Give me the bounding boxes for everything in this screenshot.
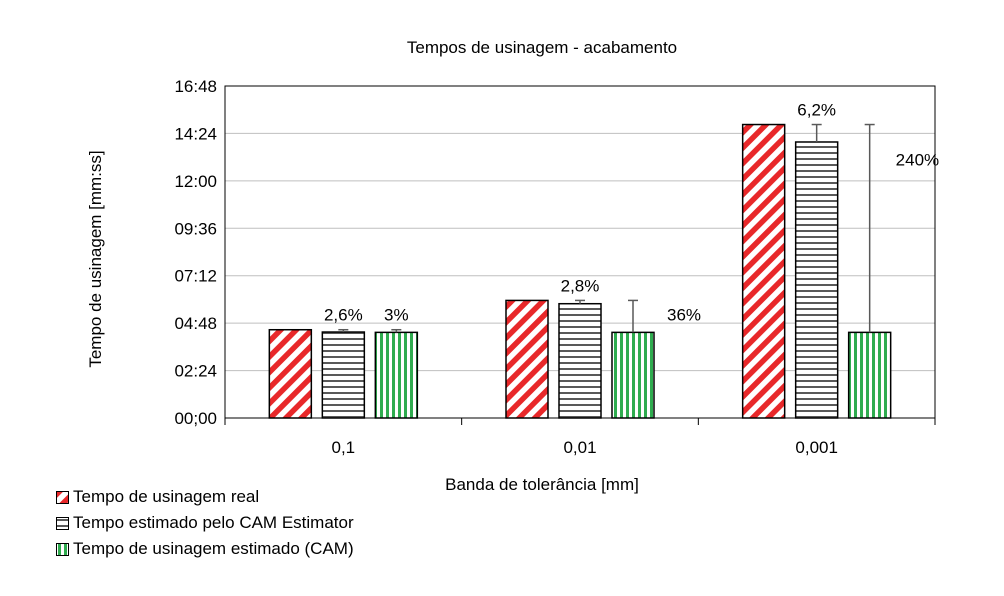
legend-label-cam: Tempo de usinagem estimado (CAM) (73, 539, 354, 558)
y-tick-label: 09:36 (174, 219, 217, 238)
bar-cam-estimator (321, 331, 366, 419)
y-tick-label: 04:48 (174, 314, 217, 333)
y-tick-label: 14:24 (174, 124, 217, 143)
legend-swatch-real (56, 490, 69, 504)
legend-item-cam-estimator: Tempo estimado pelo CAM Estimator (56, 510, 354, 536)
bar-real (505, 299, 549, 419)
y-tick-label: 00;00 (174, 409, 217, 428)
legend-swatch-cam-estimator (56, 516, 69, 530)
bar-cam (611, 331, 655, 419)
legend: Tempo de usinagem real Tempo estimado pe… (56, 484, 354, 562)
data-label: 6,2% (797, 101, 836, 120)
y-tick-label: 16:48 (174, 77, 217, 96)
bar-cam (374, 331, 419, 419)
x-axis-label: Banda de tolerância [mm] (445, 475, 639, 494)
legend-item-real: Tempo de usinagem real (56, 484, 354, 510)
legend-label-cam-estimator: Tempo estimado pelo CAM Estimator (73, 513, 354, 532)
x-tick-label: 0,01 (563, 438, 596, 457)
bar-cam-estimator (794, 141, 839, 419)
data-label: 2,8% (561, 276, 600, 295)
y-tick-label: 12:00 (174, 172, 217, 191)
data-label: 3% (384, 306, 409, 325)
bar-real (268, 328, 313, 419)
y-tick-label: 07:12 (174, 267, 217, 286)
bar-cam (847, 331, 892, 419)
x-tick-label: 0,1 (332, 438, 356, 457)
legend-item-cam: Tempo de usinagem estimado (CAM) (56, 536, 354, 562)
y-axis-label: Tempo de usinagem [mm:ss] (86, 150, 105, 367)
data-label: 240% (896, 151, 939, 170)
y-tick-label: 02:24 (174, 362, 217, 381)
legend-swatch-cam (56, 542, 69, 556)
data-label: 2,6% (324, 306, 363, 325)
bar-cam-estimator (558, 302, 602, 419)
data-label: 36% (667, 305, 701, 324)
bar-real (741, 123, 786, 419)
plot-frame (224, 85, 936, 419)
x-tick-label: 0,001 (795, 438, 838, 457)
legend-label-real: Tempo de usinagem real (73, 487, 260, 506)
chart-title: Tempos de usinagem - acabamento (407, 38, 677, 57)
